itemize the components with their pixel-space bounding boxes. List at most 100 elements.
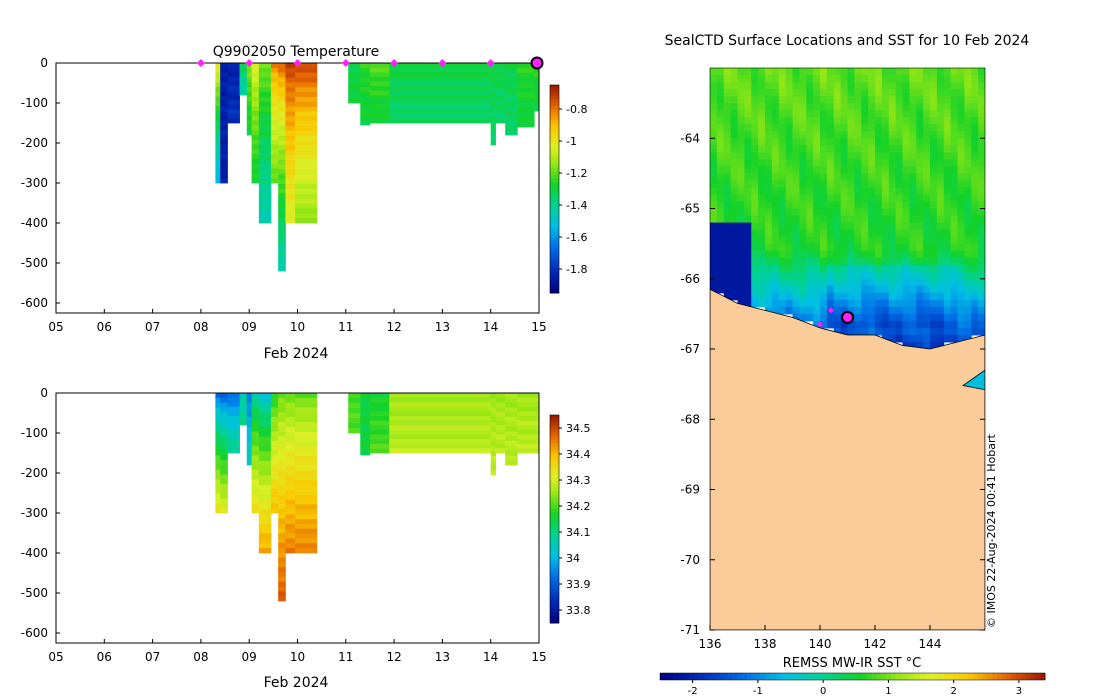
sst-cell <box>923 124 931 132</box>
sst-cell <box>723 180 732 188</box>
colorbar-segment <box>550 591 559 596</box>
sst-cell <box>806 159 814 167</box>
sst-cell <box>971 208 979 217</box>
sst-cell <box>936 117 945 125</box>
section-cell <box>348 403 361 409</box>
sst-cell <box>840 243 848 252</box>
sst-cell <box>943 250 952 259</box>
sst-cell <box>792 299 800 308</box>
sst-cell <box>943 152 952 160</box>
sst-colorbar-segment <box>684 673 690 680</box>
sst-cell <box>916 103 924 111</box>
section-cell <box>278 198 286 204</box>
section-cell <box>220 469 228 475</box>
section-cell <box>285 412 296 418</box>
sst-cell <box>840 306 848 315</box>
sst-cell <box>888 285 897 294</box>
sst-cell <box>826 320 835 329</box>
sst-cell <box>888 187 897 195</box>
colorbar-segment <box>550 143 559 148</box>
sst-cell <box>826 313 835 322</box>
sst-cell <box>943 320 952 329</box>
sst-cell <box>868 89 876 97</box>
sst-cell <box>806 285 814 294</box>
sst-cell <box>875 243 883 252</box>
sst-cell <box>806 299 814 308</box>
section-cell <box>251 402 260 408</box>
sst-cell <box>971 257 979 266</box>
sst-cell <box>923 68 931 76</box>
colorbar-segment <box>550 209 559 214</box>
section-cell <box>270 159 279 165</box>
sst-cell <box>778 96 787 104</box>
sst-cell <box>737 82 745 90</box>
sst-cell <box>792 103 800 111</box>
section-cell <box>278 523 286 529</box>
sst-cell <box>964 208 972 217</box>
sst-cell <box>916 299 924 308</box>
sst-cell <box>923 152 931 160</box>
sst-cell <box>868 96 876 104</box>
sst-cell <box>833 320 842 329</box>
sst-cell <box>854 271 862 280</box>
sst-cell <box>861 215 869 224</box>
sst-cell <box>716 124 725 132</box>
sst-cell <box>964 285 972 294</box>
section-cell <box>258 422 272 428</box>
sst-cell <box>902 152 910 160</box>
section-cell <box>517 420 540 426</box>
sst-cell <box>936 89 945 97</box>
sst-cell <box>847 229 855 238</box>
sst-cell <box>840 264 848 273</box>
section-cell <box>278 87 286 93</box>
sst-cell <box>785 117 793 125</box>
sst-cell <box>888 278 897 287</box>
section-cell <box>227 448 240 454</box>
sst-cell <box>909 180 917 188</box>
section-cell <box>258 63 272 69</box>
section-cell <box>517 411 540 417</box>
section-cell <box>295 106 318 112</box>
sst-cell <box>771 180 780 188</box>
sst-cell <box>840 166 848 174</box>
sst-cell <box>964 278 972 287</box>
sst-cell <box>833 313 842 322</box>
section-cell <box>246 87 253 93</box>
section-cell <box>360 67 371 73</box>
sst-cell <box>833 236 842 245</box>
sst-cell <box>847 82 855 90</box>
sst-cell <box>916 292 924 301</box>
sst-cell <box>978 131 985 139</box>
sst-cell <box>806 173 814 181</box>
sst-cell <box>936 180 945 188</box>
sst-cell <box>785 292 793 301</box>
colorbar-segment <box>550 247 559 252</box>
section-cell <box>495 448 506 454</box>
sst-cell <box>930 250 938 259</box>
sst-cell <box>978 173 985 181</box>
sst-cell <box>771 222 780 231</box>
sst-cell <box>881 194 890 202</box>
section-cell <box>285 499 296 505</box>
sst-cell <box>916 264 924 273</box>
section-cell <box>505 130 518 136</box>
sst-cell <box>936 250 945 259</box>
sst-cell <box>909 103 917 111</box>
section-cell <box>227 72 240 78</box>
sst-cell <box>785 110 793 118</box>
x-tick-label: 142 <box>864 637 887 651</box>
section-cell <box>295 436 318 442</box>
section-cell <box>495 402 506 408</box>
sst-colorbar-segment <box>929 673 935 680</box>
section-cell <box>246 421 253 427</box>
section-cell <box>517 406 540 412</box>
section-cell <box>258 431 272 438</box>
sst-cell <box>813 320 821 329</box>
sst-cell <box>923 89 931 97</box>
section-cell <box>258 116 272 122</box>
section-cell <box>389 411 492 417</box>
section-cell <box>258 169 272 175</box>
sst-cell <box>909 236 917 245</box>
sst-cell <box>930 271 938 280</box>
sst-cell <box>978 222 985 231</box>
